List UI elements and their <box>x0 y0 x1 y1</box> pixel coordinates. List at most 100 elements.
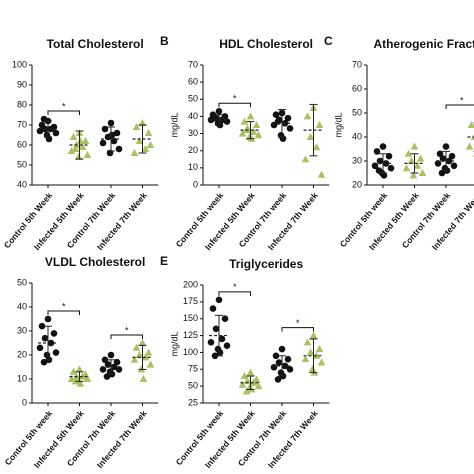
data-point <box>301 155 310 163</box>
data-point <box>252 375 261 383</box>
data-point <box>438 169 446 177</box>
data-point <box>81 137 90 144</box>
significance-label: * <box>296 318 300 328</box>
data-point <box>69 133 78 140</box>
data-point <box>144 348 153 356</box>
data-point <box>212 325 220 333</box>
data-point <box>138 339 147 346</box>
data-point <box>40 358 48 366</box>
data-point <box>246 112 255 120</box>
y-tick-label: 50 <box>188 94 198 104</box>
panel-title: Triglycerides <box>229 257 303 271</box>
data-point <box>240 372 249 380</box>
y-tick-label: 70 <box>17 119 27 129</box>
data-point <box>279 135 287 143</box>
panel-letter: E <box>160 254 168 268</box>
significance-bracket <box>110 334 143 339</box>
data-point <box>67 147 76 154</box>
y-axis-label: mg/dL <box>333 112 343 137</box>
data-point <box>284 355 292 363</box>
y-tick-label: 70 <box>352 59 362 69</box>
data-point <box>107 119 115 127</box>
y-axis-label: mg/dL <box>169 112 179 137</box>
data-point <box>387 164 395 172</box>
data-point <box>83 151 92 158</box>
data-point <box>78 143 87 150</box>
significance-label: * <box>62 301 66 311</box>
data-point <box>315 345 324 353</box>
data-point <box>286 365 294 373</box>
y-tick-label: 0 <box>22 397 27 407</box>
data-point <box>442 143 450 150</box>
y-tick-label: 20 <box>188 145 198 155</box>
data-point <box>132 343 141 351</box>
data-point <box>274 376 282 383</box>
data-point <box>99 139 107 147</box>
y-tick-label: 30 <box>352 155 362 165</box>
data-point <box>379 143 387 150</box>
y-tick-label: 30 <box>188 128 198 138</box>
data-point <box>130 355 139 363</box>
data-point <box>218 335 226 343</box>
data-point <box>371 162 379 170</box>
data-point <box>139 375 148 382</box>
data-point <box>312 143 321 151</box>
y-tick-label: 200 <box>183 279 198 289</box>
data-point <box>135 351 144 358</box>
data-point <box>215 296 223 304</box>
data-point <box>306 348 315 356</box>
data-point <box>246 368 255 376</box>
y-tick-label: 40 <box>17 179 27 189</box>
panel-title: Total Cholesterol <box>47 37 144 51</box>
data-point <box>407 157 416 164</box>
data-point <box>404 149 413 157</box>
data-point <box>272 352 280 360</box>
y-tick-label: 100 <box>12 59 27 69</box>
y-tick-label: 100 <box>183 347 198 357</box>
data-point <box>284 114 292 122</box>
data-point <box>67 375 76 382</box>
data-point <box>416 154 425 162</box>
y-tick-label: 80 <box>17 99 27 109</box>
y-tick-label: 60 <box>17 139 27 149</box>
data-point <box>254 382 263 390</box>
data-point <box>418 169 427 176</box>
data-point <box>373 148 381 155</box>
data-point <box>113 358 121 366</box>
significance-bracket <box>47 310 80 315</box>
data-point <box>38 322 46 330</box>
panel-title: VLDL Cholesterol <box>45 255 145 269</box>
data-point <box>252 121 261 128</box>
y-tick-label: 10 <box>17 373 27 383</box>
y-tick-label: 175 <box>183 296 198 306</box>
data-point <box>144 129 153 136</box>
data-point <box>380 172 388 179</box>
data-point <box>376 157 384 165</box>
significance-bracket <box>218 102 251 108</box>
data-point <box>317 358 326 366</box>
data-point <box>413 161 422 169</box>
data-point <box>303 338 312 346</box>
data-point <box>115 145 123 153</box>
data-point <box>238 129 247 137</box>
significance-bracket <box>218 291 251 296</box>
panel-letter: B <box>160 34 169 48</box>
data-point <box>243 376 252 384</box>
y-axis-label: mg/dL <box>169 331 179 356</box>
data-point <box>130 149 139 156</box>
data-point <box>436 150 444 158</box>
data-point <box>108 131 116 139</box>
y-tick-label: 125 <box>183 330 198 340</box>
data-point <box>101 125 109 133</box>
data-point <box>242 387 251 395</box>
panel-title: Atherogenic Fractio <box>373 37 474 51</box>
data-point <box>99 366 107 373</box>
y-tick-label: 40 <box>352 131 362 141</box>
data-point <box>409 171 418 179</box>
y-tick-label: 50 <box>17 159 27 169</box>
data-point <box>115 366 123 373</box>
data-point <box>470 133 474 140</box>
data-point <box>286 125 294 132</box>
data-point <box>52 349 60 356</box>
